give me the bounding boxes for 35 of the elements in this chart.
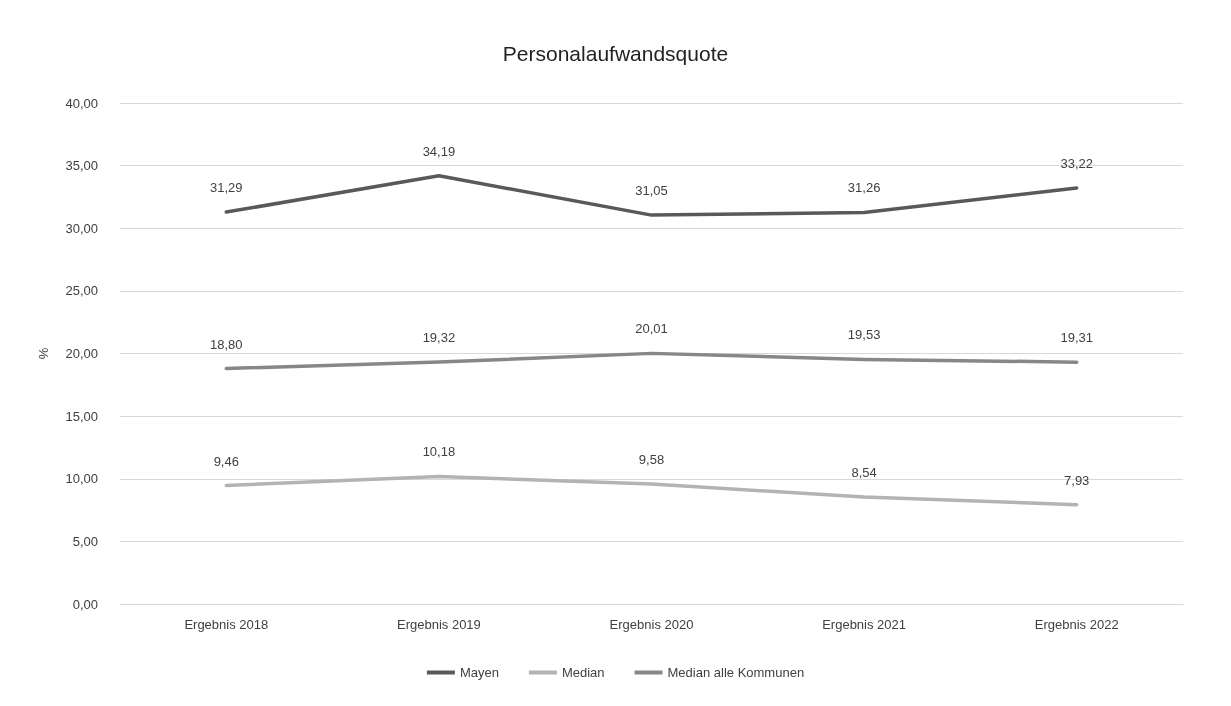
x-tick-label: Ergebnis 2020 (609, 617, 694, 632)
y-tick-label: 35,00 (65, 158, 98, 174)
legend-label: Mayen (459, 665, 499, 680)
x-tick-label: Ergebnis 2019 (396, 617, 481, 632)
data-label: 19,53 (847, 327, 881, 343)
x-tick-label: Ergebnis 2021 (822, 617, 907, 632)
legend-label: Median alle Kommunen (667, 665, 805, 680)
y-tick-label: 40,00 (65, 95, 98, 111)
legend-label: Median (561, 665, 605, 680)
data-label: 31,05 (635, 183, 668, 199)
data-label: 18,80 (210, 336, 243, 352)
data-label: 8,54 (851, 465, 877, 481)
data-label: 33,22 (1060, 155, 1093, 171)
y-tick-label: 15,00 (65, 408, 98, 424)
chart-title: Personalaufwandsquote (502, 42, 729, 65)
y-tick-label: 30,00 (65, 220, 98, 236)
data-label: 19,31 (1060, 330, 1093, 346)
data-label: 20,01 (635, 321, 668, 337)
y-axis-title: % (36, 347, 51, 360)
data-label: 34,19 (422, 143, 456, 159)
y-tick-label: 0,00 (72, 596, 98, 612)
data-label: 10,18 (422, 444, 456, 460)
x-tick-label: Ergebnis 2018 (184, 617, 269, 632)
y-tick-label: 25,00 (65, 283, 98, 299)
data-label: 31,26 (847, 180, 881, 196)
data-label: 9,46 (213, 453, 239, 469)
y-tick-label: 10,00 (65, 471, 98, 487)
x-tick-label: Ergebnis 2022 (1034, 617, 1119, 632)
y-tick-label: 20,00 (65, 346, 98, 361)
data-label: 9,58 (638, 452, 665, 468)
data-label: 31,29 (210, 180, 243, 196)
y-tick-label: 5,00 (72, 533, 98, 549)
data-label: 7,93 (1064, 472, 1090, 488)
line-series (224, 351, 1079, 371)
data-label: 19,32 (422, 330, 456, 346)
